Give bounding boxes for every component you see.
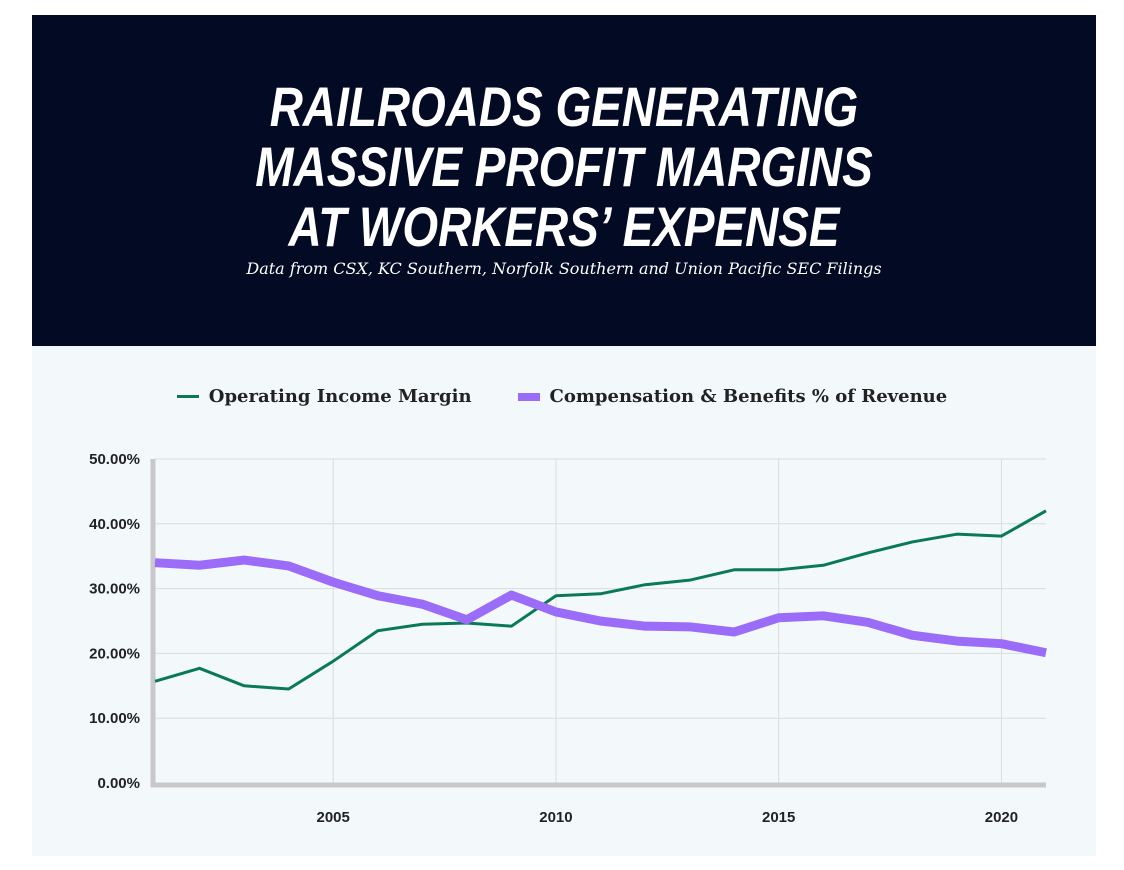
legend-label: Operating Income Margin bbox=[208, 386, 472, 407]
y-tick-label: 30.00% bbox=[89, 581, 140, 598]
legend-swatch bbox=[517, 392, 540, 401]
y-tick-label: 50.00% bbox=[89, 451, 140, 468]
x-tick-label: 2020 bbox=[985, 809, 1018, 826]
y-tick-label: 20.00% bbox=[89, 645, 140, 662]
legend-label: Compensation & Benefits % of Revenue bbox=[549, 386, 948, 407]
title-line: RAILROADS GENERATING bbox=[269, 75, 859, 138]
x-tick-label: 2010 bbox=[539, 809, 572, 826]
header-banner: RAILROADS GENERATING MASSIVE PROFIT MARG… bbox=[32, 15, 1096, 346]
chart-panel bbox=[32, 346, 1096, 856]
x-tick-label: 2005 bbox=[317, 809, 350, 826]
title-line: MASSIVE PROFIT MARGINS bbox=[255, 135, 873, 198]
y-tick-label: 10.00% bbox=[89, 710, 140, 727]
y-tick-label: 0.00% bbox=[97, 775, 140, 792]
chart-subtitle: Data from CSX, KC Southern, Norfolk Sout… bbox=[246, 259, 882, 278]
series-line-operating-margin bbox=[154, 509, 1047, 691]
y-tick-label: 40.00% bbox=[89, 516, 140, 533]
legend: Operating Income Margin Compensation & B… bbox=[0, 386, 1124, 407]
chart-title: RAILROADS GENERATING MASSIVE PROFIT MARG… bbox=[128, 77, 1000, 257]
x-tick-label: 2015 bbox=[762, 809, 795, 826]
title-line: AT WORKERS’ EXPENSE bbox=[288, 195, 840, 258]
legend-item-operating-margin: Operating Income Margin bbox=[176, 386, 472, 407]
series-line-compensation bbox=[154, 555, 1047, 658]
legend-swatch bbox=[176, 395, 199, 398]
legend-item-compensation: Compensation & Benefits % of Revenue bbox=[517, 386, 948, 407]
